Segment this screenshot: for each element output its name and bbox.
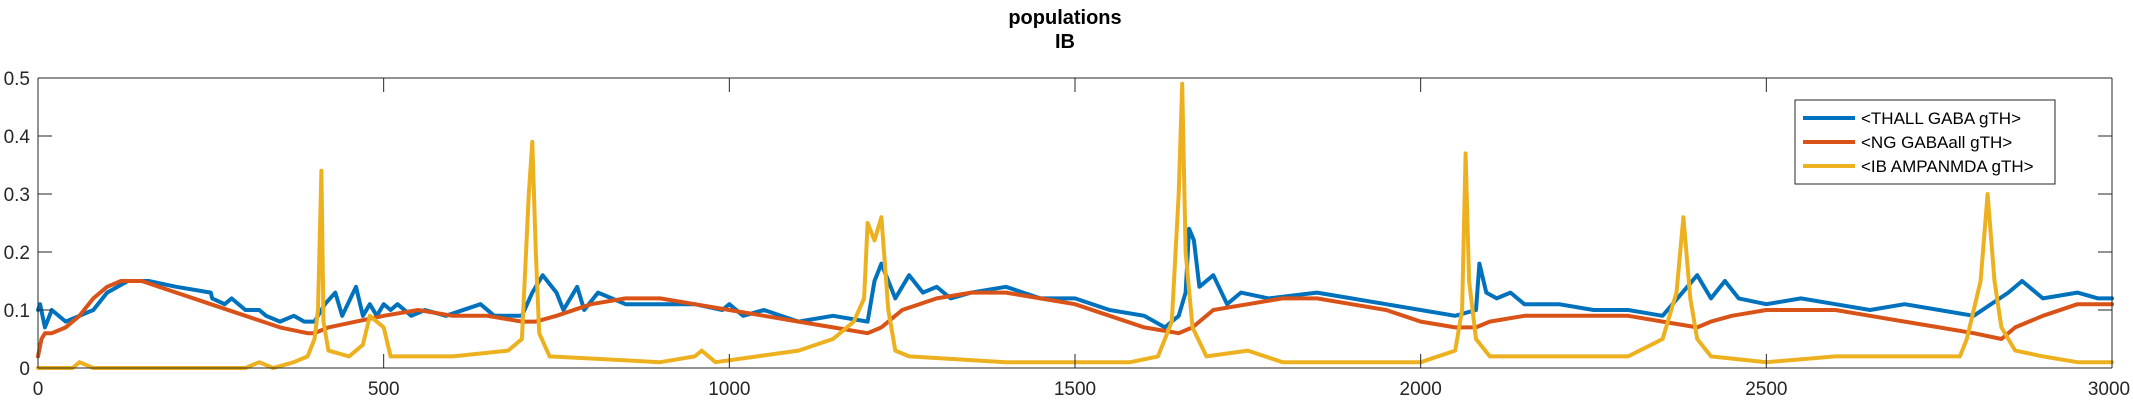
x-tick-label: 2500 (1745, 379, 1787, 400)
y-tick-label: 0.3 (4, 185, 30, 206)
plot-area: 0 500 1000 1500 2000 2500 3000 0 0.1 0.2 0.3 0.4 0.5 (4, 69, 2131, 400)
x-tick-label: 1000 (708, 379, 750, 400)
y-tick-label: 0.4 (4, 127, 31, 148)
y-tick-label: 0.2 (4, 243, 30, 264)
x-tick-label: 2000 (1400, 379, 1442, 400)
y-tick-label: 0 (19, 359, 30, 380)
chart-title-line-1: populations (1008, 7, 1121, 29)
legend-label-3: <IB AMPANMDA gTH> (1861, 157, 2034, 176)
legend: <THALL GABA gTH> <NG GABAall gTH> <IB AMPA… (1794, 99, 2056, 185)
x-tick-label: 0 (33, 379, 44, 400)
x-tick-label: 1500 (1054, 379, 1096, 400)
series-line-2 (36, 279, 2114, 359)
series-line-3 (36, 81, 2114, 370)
x-tick-label: 500 (368, 379, 400, 400)
y-tick-label: 0.5 (4, 69, 30, 90)
x-tick-label: 3000 (2088, 379, 2130, 400)
legend-label-1: <THALL GABA gTH> (1861, 109, 2021, 128)
y-tick-label: 0.1 (4, 301, 30, 322)
chart-title-line-2: IB (1055, 31, 1075, 53)
legend-label-2: <NG GABAall gTH> (1861, 133, 2012, 152)
series-line-1 (36, 226, 2114, 330)
